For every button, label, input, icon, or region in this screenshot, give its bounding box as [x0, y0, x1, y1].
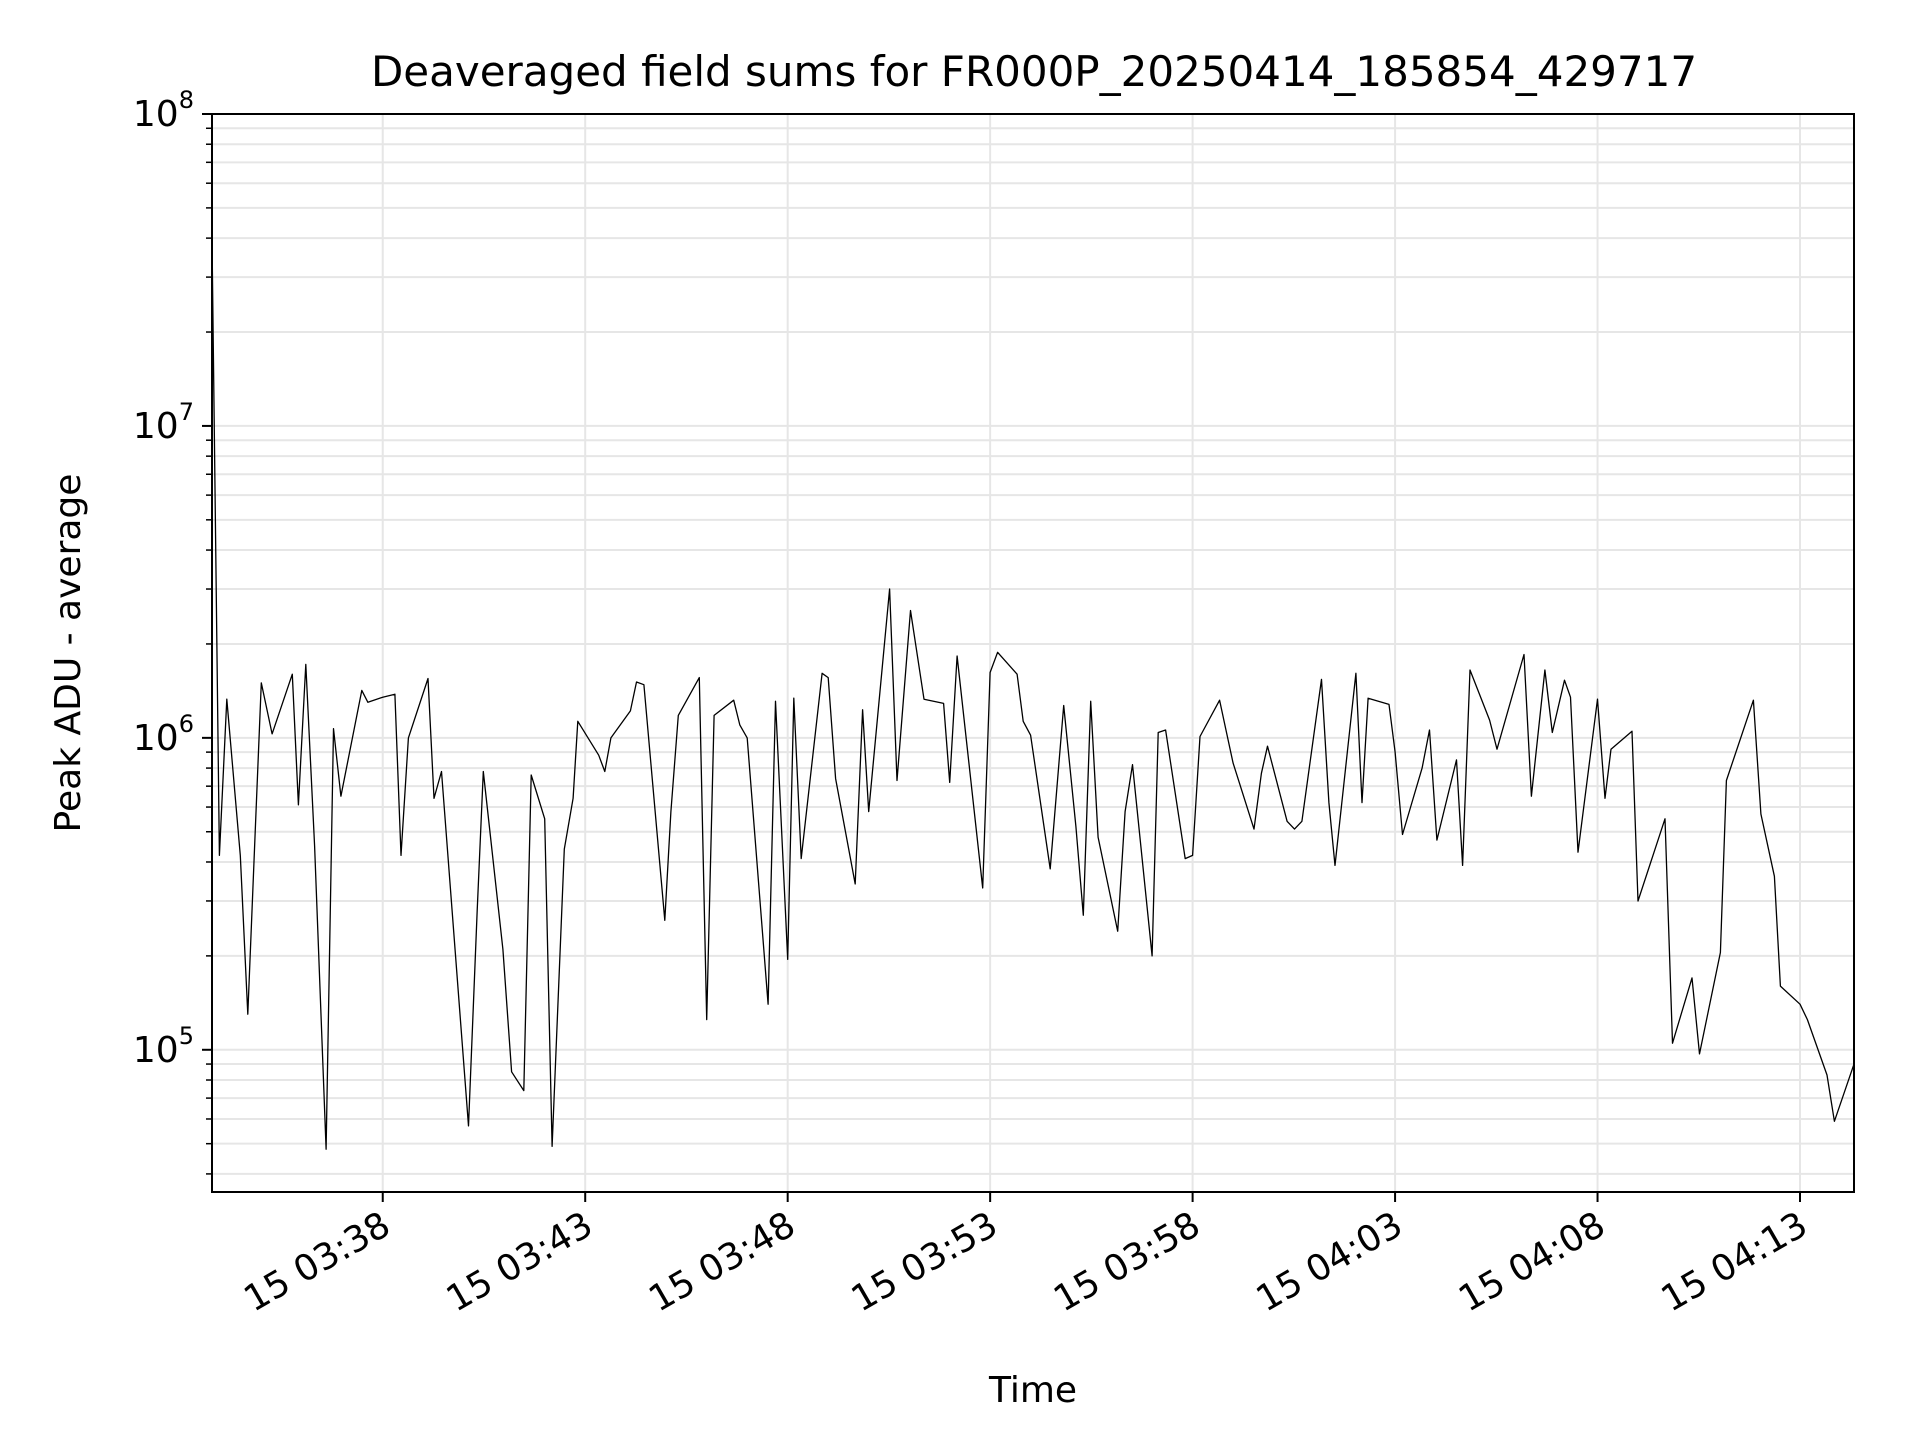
y-axis-label: Peak ADU - average — [48, 474, 89, 833]
series-line — [211, 238, 1855, 1150]
x-tick-label: 15 03:43 — [440, 1204, 600, 1320]
y-tick-label: 106 — [133, 710, 194, 759]
plot-frame — [211, 113, 1855, 1193]
grid-lines — [212, 114, 1854, 1192]
y-tick-label: 108 — [133, 86, 194, 135]
x-axis-ticks: 15 03:38 15 03:43 15 03:48 15 03:53 15 03:58… — [237, 1192, 1815, 1320]
x-tick-label: 15 03:58 — [1047, 1204, 1207, 1320]
x-tick-label: 15 03:48 — [642, 1204, 802, 1320]
x-tick-label: 15 03:53 — [845, 1204, 1005, 1320]
y-tick-label: 107 — [133, 398, 194, 447]
y-axis-ticks: 105 106 107 108 — [133, 86, 212, 1175]
x-axis-label: Time — [988, 1370, 1077, 1411]
y-tick-label: 105 — [133, 1022, 194, 1071]
x-tick-label: 15 03:38 — [237, 1204, 397, 1320]
chart-title: Deaveraged field sums for FR000P_2025041… — [371, 47, 1697, 96]
x-tick-label: 15 04:03 — [1250, 1204, 1410, 1320]
x-tick-label: 15 04:08 — [1452, 1204, 1612, 1320]
x-tick-label: 15 04:13 — [1655, 1204, 1815, 1320]
